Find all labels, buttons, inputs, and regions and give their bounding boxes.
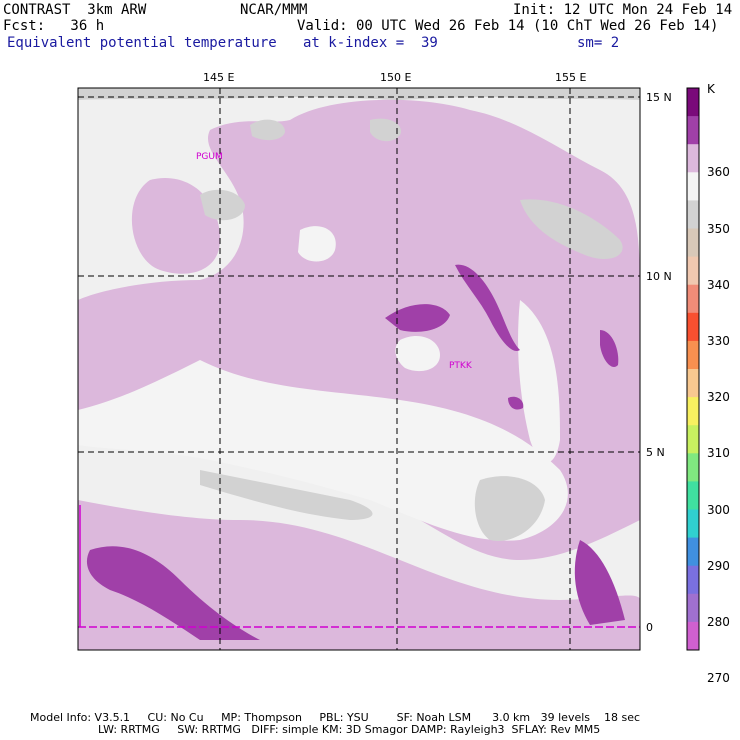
contour-fill <box>455 264 520 351</box>
contour-fill <box>200 189 245 221</box>
level-label: at k-index = 39 <box>303 35 438 51</box>
contour-fill <box>78 88 640 100</box>
org-label: NCAR/MMM <box>240 2 308 18</box>
colorbar-swatch <box>687 369 699 398</box>
field-name: Equivalent potential temperature <box>7 35 277 51</box>
contour-fill <box>86 546 260 640</box>
colorbar-tick-label: 300 <box>707 502 730 517</box>
valid-time: Valid: 00 UTC Wed 26 Feb 14 (10 ChT Wed … <box>297 18 719 34</box>
colorbar-tick-label: 360 <box>707 165 730 180</box>
colorbar-tick-label: 330 <box>707 333 730 348</box>
contour-fill <box>78 500 640 650</box>
colorbar-swatch <box>687 537 699 567</box>
colorbar-swatch <box>687 340 699 370</box>
colorbar-unit: K <box>707 82 715 96</box>
forecast-hour: Fcst: 36 h <box>3 18 105 34</box>
contour-fill <box>298 226 336 262</box>
contour-fill <box>131 178 220 274</box>
lat-label-10n: 10 N <box>646 270 672 283</box>
contour-fill <box>574 540 625 625</box>
colorbar-swatch <box>687 565 699 595</box>
contour-fill <box>474 476 545 541</box>
lon-label-145: 145 E <box>203 71 235 84</box>
contour-fill <box>518 300 560 463</box>
colorbar-swatch <box>687 397 699 426</box>
contour-fill <box>370 118 401 142</box>
colorbar-swatch <box>687 284 699 314</box>
colorbar-tick-label: 350 <box>707 221 730 236</box>
contour-fill <box>385 304 450 332</box>
colorbar-swatch <box>687 509 699 539</box>
model-info-line2: LW: RRTMG SW: RRTMG DIFF: simple KM: 3D … <box>98 723 601 736</box>
map-frame <box>77 87 641 651</box>
contour-fill <box>78 360 568 541</box>
colorbar-swatch <box>687 593 699 623</box>
colorbar-frame <box>686 87 700 651</box>
lat-lon-grid <box>78 88 640 650</box>
colorbar-swatch <box>687 228 699 258</box>
colorbar-swatch <box>687 453 699 482</box>
station-pgum: PGUM <box>196 152 223 162</box>
colorbar-swatch <box>687 200 699 229</box>
lat-label-5n: 5 N <box>646 446 665 459</box>
colorbar-tick-label: 310 <box>707 446 730 461</box>
smoothing-label: sm= 2 <box>577 35 620 51</box>
contour-fill <box>200 470 373 520</box>
colorbar-swatch <box>687 621 699 651</box>
colorbar-swatch <box>687 425 699 454</box>
lon-label-155: 155 E <box>555 71 587 84</box>
colorbar-swatch <box>687 172 699 201</box>
colorbar-swatch <box>687 312 699 342</box>
lat-label-0: 0 <box>646 621 653 634</box>
contour-fill <box>250 119 285 141</box>
colorbar-tick-label: 290 <box>707 558 730 573</box>
contour-fill <box>600 330 619 368</box>
contour-fill <box>520 199 623 260</box>
contour-fill <box>395 335 440 372</box>
map-field <box>78 88 640 650</box>
lat-label-15n: 15 N <box>646 91 672 104</box>
colorbar-swatch <box>687 481 699 510</box>
colorbar <box>686 87 700 651</box>
model-title: CONTRAST 3km ARW <box>3 2 147 18</box>
contour-fill <box>508 396 524 410</box>
colorbar-tick-label: 340 <box>707 277 730 292</box>
station-ptkk: PTKK <box>449 361 472 371</box>
init-time: Init: 12 UTC Mon 24 Feb 14 <box>513 2 733 18</box>
colorbar-tick-label: 280 <box>707 614 730 629</box>
colorbar-tick-label: 270 <box>707 671 730 686</box>
colorbar-swatch <box>687 88 699 117</box>
colorbar-swatch <box>687 256 699 286</box>
model-info-line1: Model Info: V3.5.1 CU: No Cu MP: Thompso… <box>30 711 641 724</box>
lon-label-150: 150 E <box>380 71 412 84</box>
colorbar-swatch <box>687 116 699 145</box>
colorbar-tick-label: 320 <box>707 390 730 405</box>
colorbar-swatch <box>687 144 699 173</box>
